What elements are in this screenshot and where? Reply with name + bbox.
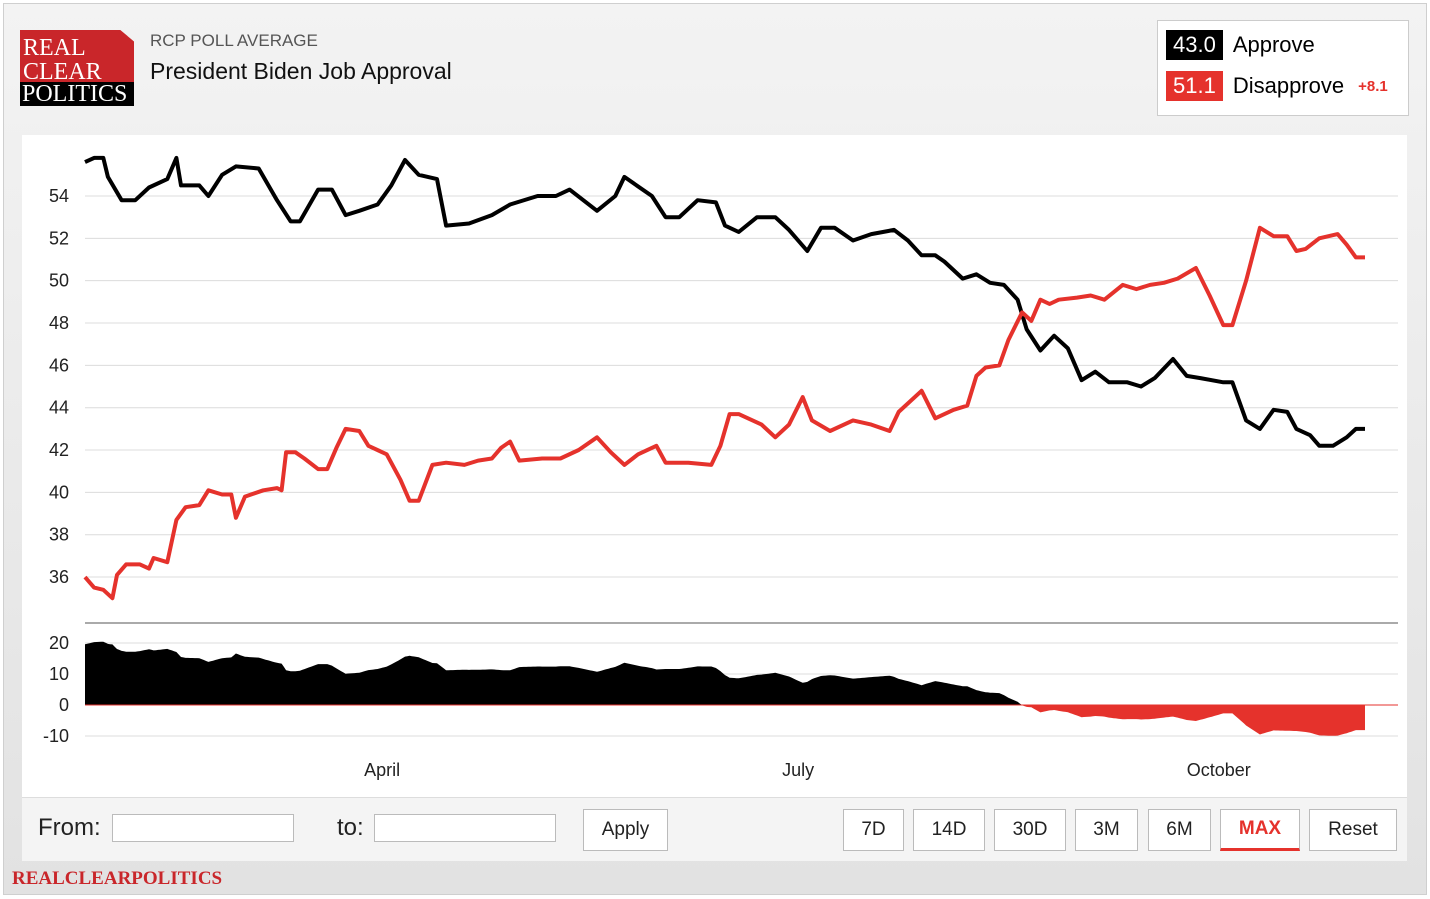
- to-label: to:: [337, 814, 364, 841]
- apply-button[interactable]: Apply: [583, 809, 668, 851]
- series-line-disapprove: [83, 225, 1365, 601]
- logo-text-politics: POLITICS: [20, 82, 134, 106]
- reset-button[interactable]: Reset: [1309, 809, 1397, 851]
- y-tick-label: 54: [49, 186, 69, 206]
- y-tick-label: 44: [49, 398, 69, 418]
- y-tick-label: 46: [49, 355, 69, 375]
- legend-approve: 43.0 Approve: [1166, 30, 1315, 60]
- range-3m-button[interactable]: 3M: [1075, 809, 1138, 851]
- spread-area-disapprove: [85, 705, 1365, 736]
- approve-value: 43.0: [1166, 30, 1223, 60]
- x-tick-label: October: [1187, 760, 1251, 780]
- spread-tick-label: 10: [49, 664, 69, 684]
- x-tick-label: April: [364, 760, 400, 780]
- subtitle: RCP POLL AVERAGE: [150, 31, 318, 50]
- spread-tick-label: 0: [59, 695, 69, 715]
- range-7d-button[interactable]: 7D: [843, 809, 904, 851]
- approve-label: Approve: [1232, 32, 1315, 57]
- y-tick-label: 36: [49, 567, 69, 587]
- logo-text-real: REAL: [23, 35, 86, 61]
- y-tick-label: 52: [49, 228, 69, 248]
- disapprove-label: Disapprove: [1232, 73, 1345, 98]
- y-tick-label: 50: [49, 271, 69, 291]
- spread-area-approve: [85, 641, 1365, 705]
- series-line-approve: [84, 155, 1365, 448]
- logo-text-clear: CLEAR: [23, 59, 102, 85]
- y-tick-label: 40: [49, 482, 69, 502]
- y-tick-label: 42: [49, 440, 69, 460]
- spread-tick-label: -10: [43, 726, 69, 746]
- y-tick-label: 38: [49, 525, 69, 545]
- range-30d-button[interactable]: 30D: [994, 809, 1066, 851]
- from-date-input[interactable]: [112, 814, 294, 842]
- legend: 43.0 Approve 51.1 Disapprove +8.1: [1157, 20, 1409, 116]
- spread-value: +8.1: [1358, 77, 1388, 95]
- chart-area[interactable]: 54 52 50 48 46 44 42 40 38 36 20 10 0 -10 April July Oct…: [22, 135, 1407, 797]
- range-controls: From: to: Apply 7D 14D 30D 3M 6M MAX Res…: [22, 797, 1407, 861]
- to-date-input[interactable]: [374, 814, 556, 842]
- from-label: From:: [38, 814, 101, 841]
- legend-disapprove: 51.1 Disapprove +8.1: [1166, 71, 1388, 101]
- spread-tick-label: 20: [49, 633, 69, 653]
- range-14d-button[interactable]: 14D: [913, 809, 985, 851]
- rcp-logo[interactable]: REAL CLEAR POLITICS: [20, 30, 134, 106]
- range-max-button[interactable]: MAX: [1220, 809, 1300, 851]
- disapprove-value: 51.1: [1166, 71, 1223, 101]
- footer-brand[interactable]: REALCLEARPOLITICS: [12, 868, 223, 889]
- y-tick-label: 48: [49, 313, 69, 333]
- range-6m-button[interactable]: 6M: [1148, 809, 1211, 851]
- x-tick-label: July: [782, 760, 814, 780]
- chart-title: President Biden Job Approval: [150, 58, 452, 84]
